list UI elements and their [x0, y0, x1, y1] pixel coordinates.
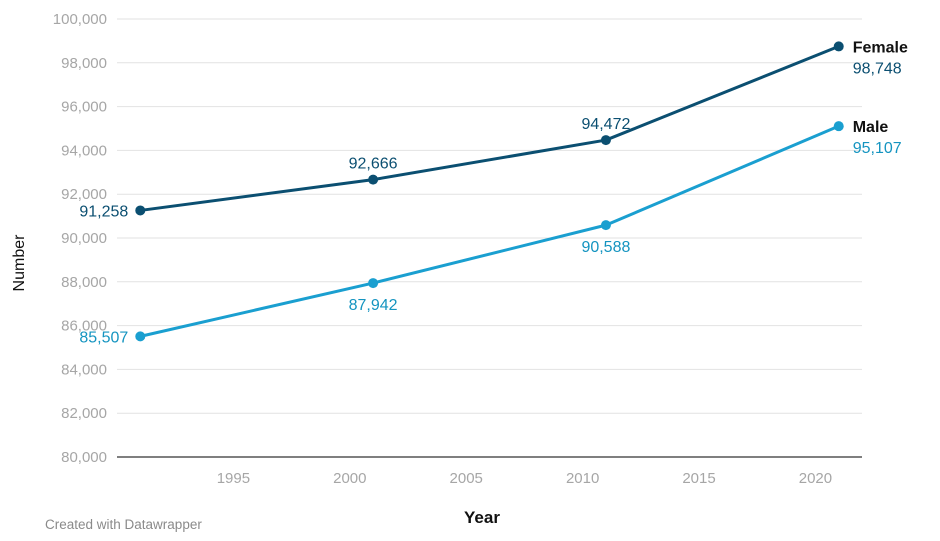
y-tick-label: 80,000	[61, 449, 107, 466]
data-point	[368, 174, 379, 185]
x-tick-label: 2000	[333, 470, 366, 487]
y-tick-label: 94,000	[61, 142, 107, 159]
data-label: 87,942	[349, 297, 398, 314]
y-tick-label: 92,000	[61, 186, 107, 203]
series-name-label: Male	[853, 119, 889, 136]
data-label: 85,507	[79, 329, 128, 346]
data-point	[368, 278, 379, 289]
x-tick-label: 1995	[217, 470, 250, 487]
x-tick-label: 2010	[566, 470, 599, 487]
x-tick-label: 2020	[799, 470, 832, 487]
data-label: 94,472	[581, 116, 630, 133]
data-point	[135, 331, 146, 342]
data-label: 90,588	[581, 239, 630, 256]
x-axis-ticks: 1995 2000 2005 2010 2015 2020	[217, 470, 832, 487]
x-tick-label: 2005	[450, 470, 483, 487]
series-line-male	[138, 124, 841, 338]
data-point	[600, 135, 611, 146]
y-tick-label: 86,000	[61, 318, 107, 335]
y-tick-label: 82,000	[61, 405, 107, 422]
y-tick-label: 98,000	[61, 55, 107, 72]
x-tick-label: 2015	[682, 470, 715, 487]
data-point	[833, 121, 844, 132]
data-point	[135, 205, 146, 216]
data-label: 92,666	[349, 156, 398, 173]
data-label: 98,748	[853, 60, 902, 77]
series-name-label: Female	[853, 39, 908, 56]
data-labels: 91,258 92,666 94,472 98,748 Female 85,507 87,9…	[79, 39, 908, 346]
data-label: 95,107	[853, 140, 902, 157]
series-lines	[135, 41, 844, 342]
data-point	[833, 41, 844, 52]
series-line-female	[138, 44, 841, 212]
data-point	[600, 220, 611, 231]
y-axis-ticks: 80,000 82,000 84,000 86,000 88,000 90,000 92,0…	[53, 11, 107, 466]
y-axis-title: Number	[11, 234, 28, 292]
data-label: 91,258	[79, 203, 128, 220]
y-tick-label: 90,000	[61, 230, 107, 247]
footer-credit: Created with Datawrapper	[45, 517, 202, 532]
y-tick-label: 96,000	[61, 99, 107, 116]
y-tick-label: 100,000	[53, 11, 107, 28]
x-axis-title: Year	[464, 508, 500, 527]
y-tick-label: 88,000	[61, 274, 107, 291]
gridlines	[117, 18, 862, 458]
y-tick-label: 84,000	[61, 361, 107, 378]
